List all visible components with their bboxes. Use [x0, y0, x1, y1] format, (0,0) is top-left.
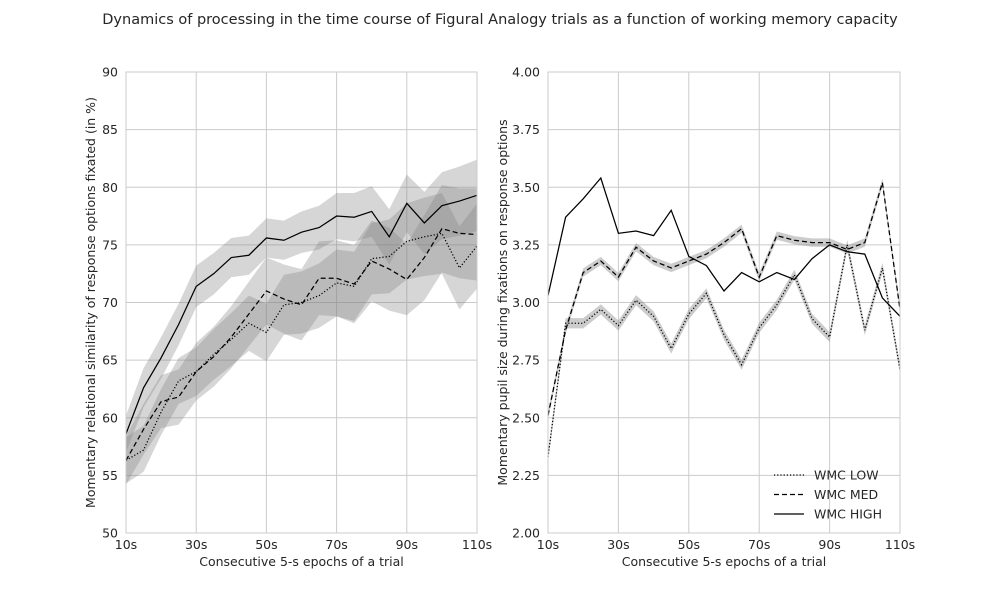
plot-frame	[125, 71, 478, 534]
plot-frame	[547, 71, 901, 534]
y-tick-label: 3.75	[512, 122, 540, 137]
x-tick-label: 50s	[255, 537, 277, 552]
y-tick-label: 80	[102, 180, 118, 195]
x-axis-label: Consecutive 5-s epochs of a trial	[622, 554, 827, 569]
figure-title: Dynamics of processing in the time cours…	[102, 12, 898, 28]
legend-label: WMC LOW	[814, 468, 879, 483]
x-tick-label: 30s	[607, 537, 629, 552]
x-tick-label: 110s	[885, 537, 915, 552]
x-axis-label: Consecutive 5-s epochs of a trial	[199, 554, 404, 569]
series-line-wmc-med	[547, 182, 901, 416]
x-tick-label: 90s	[818, 537, 840, 552]
x-tick-label: 50s	[678, 537, 700, 552]
left-chart: 10s 30s 50s 70s 90s 110s 50 55 60 65 70 75 80 85 90 Con…	[83, 65, 492, 570]
x-tick-label: 70s	[325, 537, 347, 552]
y-tick-label: 50	[102, 526, 118, 541]
y-tick-label: 3.25	[512, 237, 540, 252]
series-line-wmc-high	[547, 176, 901, 317]
y-tick-label: 3.50	[512, 180, 540, 195]
confidence-band-wmc-low	[548, 239, 900, 463]
y-tick-label: 85	[102, 122, 118, 137]
x-tick-label: 110s	[462, 537, 492, 552]
y-tick-label: 55	[102, 468, 118, 483]
y-tick-label: 2.50	[512, 410, 540, 425]
y-tick-label: 3.00	[512, 295, 540, 310]
y-tick-label: 2.25	[512, 468, 540, 483]
x-tick-label: 10s	[115, 537, 137, 552]
confidence-band-wmc-low	[126, 193, 477, 484]
y-tick-label: 65	[102, 353, 118, 368]
y-axis-label: Momentary pupil size during fixations on…	[495, 119, 510, 485]
y-tick-label: 2.75	[512, 353, 540, 368]
confidence-band-wmc-med	[548, 178, 900, 420]
y-tick-label: 60	[102, 410, 118, 425]
y-axis-label: Momentary relational similarity of respo…	[83, 97, 98, 508]
x-tick-label: 70s	[748, 537, 770, 552]
y-tick-label: 4.00	[512, 65, 540, 80]
y-tick-label: 75	[102, 237, 118, 252]
y-tick-label: 70	[102, 295, 118, 310]
confidence-band-wmc-high	[126, 159, 477, 453]
confidence-band-wmc-med	[126, 184, 477, 485]
y-tick-label: 2.00	[512, 526, 540, 541]
series-line-wmc-low	[125, 232, 478, 461]
x-tick-label: 10s	[537, 537, 559, 552]
x-tick-label: 90s	[396, 537, 418, 552]
series-line-wmc-med	[125, 228, 478, 461]
series-line-wmc-high	[125, 194, 478, 435]
series-line-wmc-low	[547, 244, 901, 458]
right-chart: 10s 30s 50s 70s 90s 110s 2.00 2.25 2.50 2.75 3.00 3…	[495, 65, 915, 570]
x-tick-label: 30s	[185, 537, 207, 552]
legend-label: WMC MED	[814, 487, 878, 502]
legend-label: WMC HIGH	[814, 507, 882, 522]
legend: WMC LOW WMC MED WMC HIGH	[774, 468, 882, 522]
y-tick-label: 90	[102, 65, 118, 80]
